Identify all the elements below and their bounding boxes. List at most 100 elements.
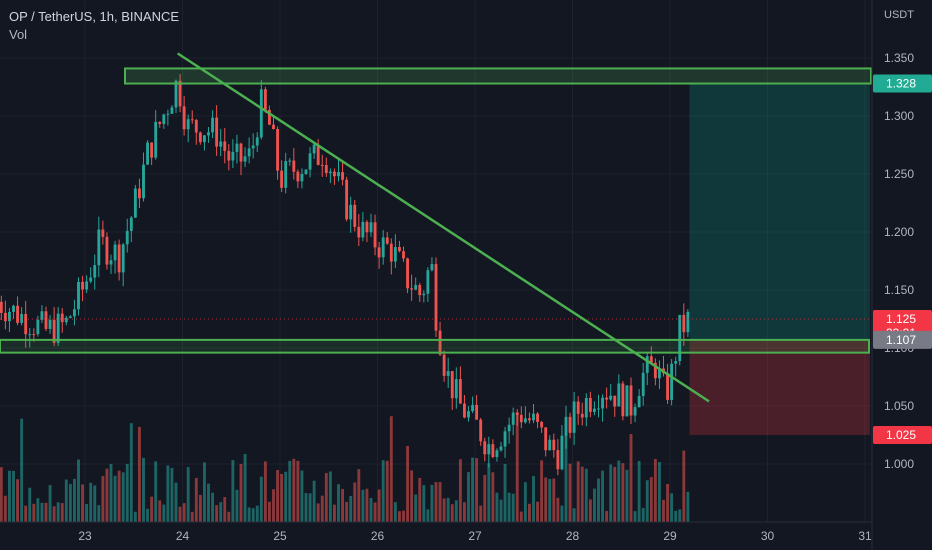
y-tick-label: 1.000: [884, 457, 914, 471]
x-tick-label: 26: [371, 529, 385, 543]
volume-bar: [219, 502, 223, 522]
volume-bar: [36, 498, 40, 522]
candle-body: [68, 316, 72, 318]
candle-body: [430, 264, 434, 271]
volume-bar: [471, 457, 474, 522]
volume-bar: [77, 459, 80, 522]
support-zone: [0, 338, 870, 354]
volume-bar: [300, 470, 304, 522]
resistance-zone: [124, 67, 872, 85]
volume-bar: [203, 462, 206, 522]
volume-bar: [479, 505, 483, 522]
candle-body: [284, 161, 288, 188]
volume-bar: [678, 509, 682, 522]
volume-bar: [231, 460, 235, 522]
candle-body: [64, 317, 68, 323]
candle-body: [576, 401, 580, 414]
volume-bar: [215, 505, 219, 522]
candle-body: [48, 319, 52, 329]
candle-body: [511, 412, 515, 425]
volume-bar: [142, 457, 145, 522]
candle-body: [365, 221, 369, 233]
volume-bar: [629, 433, 633, 522]
volume-bar: [32, 503, 36, 522]
candle-body: [142, 164, 145, 199]
volume-bar: [499, 499, 503, 522]
volume-bar: [304, 493, 308, 522]
volume-bar: [48, 485, 52, 522]
volume-bar: [674, 510, 678, 522]
candle-body: [247, 148, 251, 157]
candle-body: [89, 277, 93, 282]
volume-bar: [194, 477, 198, 522]
candle-body: [28, 334, 32, 336]
volume-bar: [442, 498, 446, 522]
candle-body: [207, 132, 210, 136]
candle-body: [377, 247, 381, 258]
volume-bar: [97, 505, 101, 522]
volume-bar: [454, 500, 458, 522]
volume-bar: [625, 469, 629, 522]
volume-bar: [564, 434, 568, 522]
volume-bar: [353, 482, 357, 522]
volume-bar: [81, 484, 84, 522]
candle-body: [580, 413, 584, 418]
candle-body: [670, 363, 674, 400]
volume-bar: [150, 496, 154, 522]
candle-body: [410, 288, 414, 290]
volume-bar: [284, 471, 288, 522]
volume-bar: [345, 501, 349, 522]
candle-body: [458, 379, 462, 404]
candle-body: [280, 170, 284, 188]
loss-zone: [689, 339, 870, 435]
candle-body: [540, 421, 544, 428]
volume-bar: [552, 478, 556, 522]
candle-body: [268, 109, 271, 125]
candle-body: [223, 141, 227, 151]
profit-zone: [689, 83, 870, 340]
volume-bar: [609, 464, 613, 522]
drawings[interactable]: [0, 52, 872, 403]
candle-body: [276, 129, 279, 171]
candle-body: [544, 427, 548, 451]
volume-bar: [418, 477, 422, 522]
candle-body: [422, 293, 426, 296]
volume-bar: [44, 502, 48, 522]
volume-bar: [170, 467, 174, 522]
volume-bar: [438, 482, 442, 522]
volume-bar: [389, 416, 393, 522]
volume-bar: [601, 470, 604, 522]
candle-body: [678, 314, 682, 362]
candle-body: [373, 222, 377, 248]
volume-bar: [385, 460, 389, 522]
volume-bar: [406, 445, 409, 522]
volume-bar: [308, 493, 312, 522]
candle-body: [198, 132, 202, 143]
volume-bar: [365, 488, 369, 522]
volume-bar: [617, 460, 621, 522]
price-axis[interactable]: USDT1.0001.0501.1001.1501.2001.2501.3001…: [884, 9, 914, 471]
long-position-tool[interactable]: [689, 83, 870, 435]
volume-bar: [85, 503, 89, 522]
candle-body: [203, 135, 206, 143]
x-tick-label: 31: [858, 529, 872, 543]
volume-bar: [280, 473, 284, 522]
volume-bar: [369, 498, 373, 522]
candle-body: [345, 179, 349, 220]
candle-body: [593, 408, 596, 412]
x-tick-label: 29: [663, 529, 677, 543]
volume-bar: [540, 460, 544, 522]
volume-bar: [373, 502, 377, 522]
candle-body: [398, 247, 401, 252]
volume-bar: [532, 475, 535, 522]
candle-body: [231, 151, 235, 161]
volume-bar: [548, 478, 552, 522]
time-axis[interactable]: 23 24 25 26 27 28 29 30 31: [0, 521, 872, 543]
candle-body: [536, 413, 539, 422]
volume-bar: [381, 460, 385, 522]
candle-body: [211, 117, 214, 133]
volume-bar: [568, 463, 572, 522]
candle-body: [605, 397, 609, 400]
